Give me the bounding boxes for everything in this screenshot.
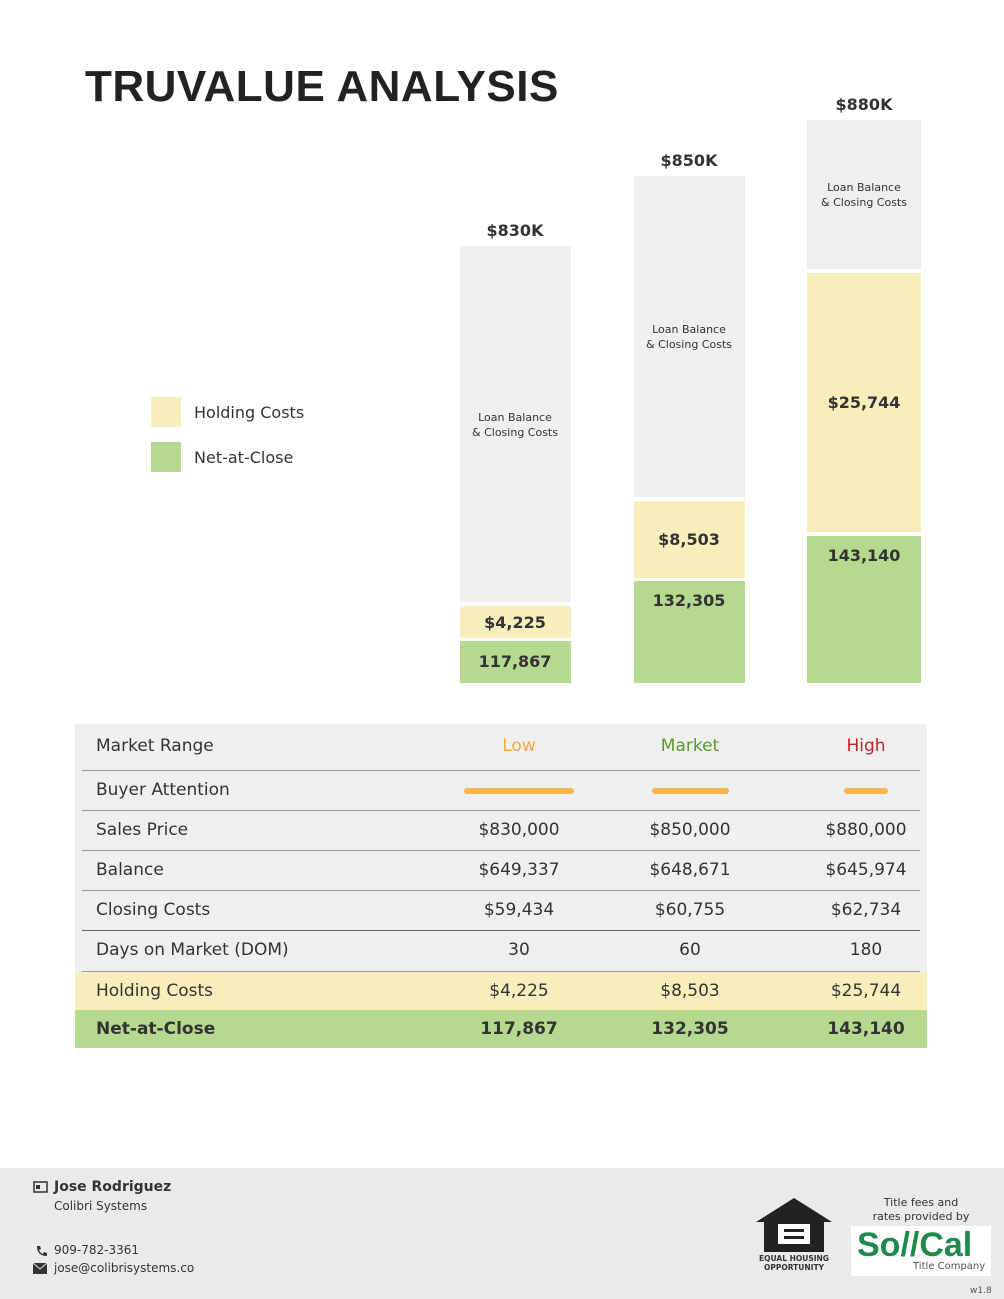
- cell: $62,734: [830, 900, 902, 920]
- row-divider: [82, 850, 920, 851]
- bar-net: 143,140: [807, 536, 921, 683]
- row-label: Closing Costs: [96, 900, 211, 920]
- header-cell: Market: [660, 736, 720, 756]
- loan-label: Loan Balance & Closing Costs: [646, 322, 732, 352]
- cell: $8,503: [660, 981, 720, 1001]
- bar-loan: [633, 176, 745, 497]
- cell: 143,140: [827, 1019, 905, 1039]
- net-row: [75, 1010, 927, 1048]
- phone: 909-782-3361: [54, 1243, 140, 1257]
- row-divider: [82, 810, 920, 811]
- loan-line: Loan Balance: [652, 323, 726, 336]
- table: Market Range Low Market High Buyer Attention…: [75, 724, 927, 1048]
- equal-housing-text: EQUAL HOUSING OPPORTUNITY: [759, 1254, 829, 1272]
- cell: 180: [849, 940, 883, 960]
- agent-name: Jose Rodriguez: [54, 1179, 172, 1195]
- cell: $648,671: [649, 860, 731, 880]
- bar-total: $850K: [660, 151, 718, 170]
- bar-loan: [459, 246, 571, 602]
- cell: $59,434: [483, 900, 555, 920]
- equal-housing-logo: [756, 1198, 832, 1252]
- bar-net: 117,867: [459, 641, 571, 683]
- email: jose@colibrisystems.co: [54, 1261, 195, 1275]
- cell: 30: [508, 940, 530, 960]
- legend-label: Net-at-Close: [194, 448, 294, 467]
- bar-total: $830K: [486, 221, 544, 240]
- cell: 117,867: [480, 1019, 558, 1039]
- title: TRUVALUE ANALYSIS: [85, 62, 559, 111]
- bar-total: $880K: [835, 95, 893, 114]
- legend-swatch: [151, 397, 181, 427]
- bar-net: 132,305: [633, 581, 745, 683]
- footer: Jose Rodriguez Colibri Systems 909-782-3…: [0, 1168, 1004, 1299]
- legend-swatch: [151, 442, 181, 472]
- loan-line: Loan Balance: [827, 181, 901, 194]
- header-cell: Low: [502, 736, 536, 756]
- loan-label: Loan Balance & Closing Costs: [472, 410, 558, 440]
- pb-line: Title fees and: [883, 1196, 959, 1209]
- header-label: Market Range: [96, 736, 214, 756]
- row-label: Buyer Attention: [96, 780, 230, 800]
- cell: $649,337: [478, 860, 560, 880]
- row-divider: [82, 930, 920, 931]
- socal-logo: So//Cal Title Company: [851, 1226, 991, 1276]
- loan-line: Loan Balance: [478, 411, 552, 424]
- row-label: Sales Price: [96, 820, 189, 840]
- cell: 132,305: [651, 1019, 729, 1039]
- loan-line: & Closing Costs: [472, 426, 558, 439]
- phone-icon: [37, 1246, 47, 1256]
- logo-sub: Title Company: [913, 1261, 986, 1272]
- bar-loan: [807, 120, 921, 269]
- eh-line: EQUAL HOUSING: [759, 1254, 829, 1263]
- legend-label: Holding Costs: [194, 403, 305, 422]
- version: w1.8: [970, 1286, 992, 1296]
- attention-bar: [844, 788, 888, 794]
- cell: $830,000: [478, 820, 560, 840]
- id-icon: [33, 1181, 48, 1193]
- row-label: Days on Market (DOM): [96, 940, 289, 960]
- cell: $880,000: [825, 820, 907, 840]
- logo-text: So//Cal: [857, 1226, 973, 1264]
- bar-holding: $25,744: [807, 273, 921, 532]
- loan-line: & Closing Costs: [646, 338, 732, 351]
- cell: $645,974: [825, 860, 907, 880]
- loan-label: Loan Balance & Closing Costs: [821, 180, 907, 210]
- attention-bar: [464, 788, 574, 794]
- row-label: Balance: [96, 860, 164, 880]
- company: Colibri Systems: [54, 1199, 148, 1213]
- attention-bar: [651, 788, 729, 794]
- row-label: Holding Costs: [96, 981, 214, 1001]
- cell: $4,225: [489, 981, 549, 1001]
- cell: $60,755: [654, 900, 726, 920]
- header-cell: High: [846, 736, 886, 756]
- mail-icon: [33, 1263, 47, 1274]
- loan-line: & Closing Costs: [821, 196, 907, 209]
- provided-by: Title fees and rates provided by: [873, 1196, 970, 1224]
- row-divider: [82, 890, 920, 891]
- pb-line: rates provided by: [872, 1210, 970, 1223]
- eh-line: OPPORTUNITY: [763, 1263, 825, 1272]
- cell: $25,744: [830, 981, 902, 1001]
- holding-row: [75, 972, 927, 1010]
- row-divider: [82, 971, 920, 972]
- cell: $850,000: [649, 820, 731, 840]
- cell: 60: [679, 940, 701, 960]
- bar-holding: $8,503: [633, 501, 745, 578]
- row-divider: [82, 770, 920, 771]
- row-label: Net-at-Close: [96, 1019, 216, 1039]
- bar-holding: $4,225: [459, 606, 571, 638]
